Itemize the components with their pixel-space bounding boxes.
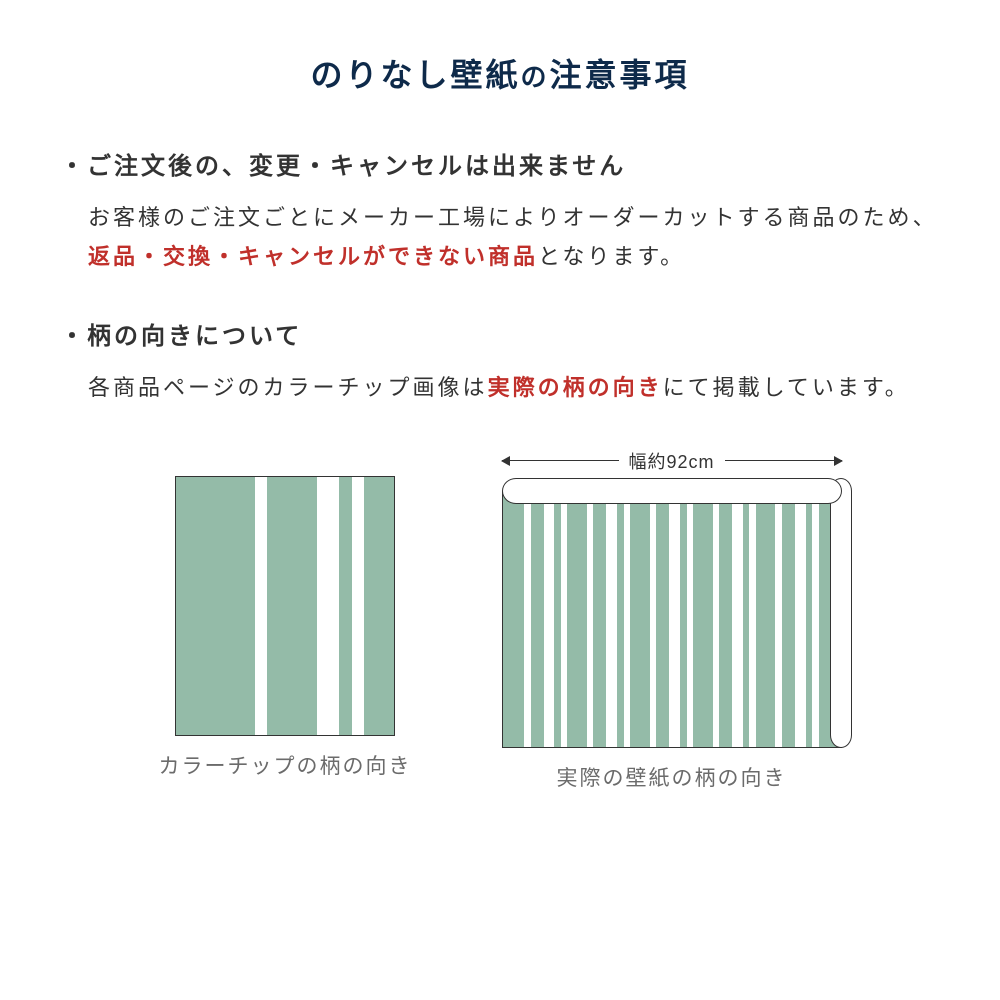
- section2-body-post: にて掲載しています。: [663, 375, 910, 400]
- sample-band: [352, 477, 364, 735]
- arrow-left-icon: [502, 460, 619, 461]
- wallpaper-roll-sample: [502, 478, 842, 748]
- roll-stripe: [756, 491, 776, 747]
- section2-body-highlight: 実際の柄の向き: [488, 375, 663, 400]
- page-title: のりなし壁紙の注意事項: [60, 50, 940, 96]
- diagrams-row: カラーチップの柄の向き 幅約92cm 実際の壁紙の柄の向き: [60, 448, 940, 792]
- roll-stripe: [567, 491, 587, 747]
- sample-band: [267, 477, 317, 735]
- roll-stripe: [669, 491, 680, 747]
- roll-stripe: [719, 491, 732, 747]
- roll-stripe: [544, 491, 555, 747]
- roll-stripe: [606, 491, 617, 747]
- roll-stripe: [503, 491, 525, 747]
- roll-stripe: [693, 491, 713, 747]
- title-pre: のりなし壁紙: [310, 57, 520, 93]
- sample-band: [339, 477, 353, 735]
- arrow-right-icon: [725, 460, 842, 461]
- width-label: 幅約92cm: [629, 448, 715, 474]
- section1-heading: ・ご注文後の、変更・キャンセルは出来ません: [60, 146, 940, 181]
- diagram-right: 幅約92cm 実際の壁紙の柄の向き: [502, 448, 842, 792]
- roll-stripe: [593, 491, 606, 747]
- section1-body-pre: お客様のご注文ごとにメーカー工場によりオーダーカットする商品のため、: [88, 205, 938, 230]
- roll-stripe: [630, 491, 650, 747]
- roll-stripe: [795, 491, 806, 747]
- color-chip-sample: [175, 476, 395, 736]
- right-caption: 実際の壁紙の柄の向き: [557, 762, 787, 792]
- roll-side-icon: [830, 478, 852, 748]
- section1-body: お客様のご注文ごとにメーカー工場によりオーダーカットする商品のため、返品・交換・…: [60, 199, 940, 276]
- roll-stripe: [732, 491, 743, 747]
- title-post: 注意事項: [550, 57, 690, 93]
- section2-body: 各商品ページのカラーチップ画像は実際の柄の向きにて掲載しています。: [60, 369, 940, 408]
- page-container: のりなし壁紙の注意事項 ・ご注文後の、変更・キャンセルは出来ません お客様のご注…: [0, 0, 1000, 832]
- title-small: の: [520, 62, 549, 92]
- left-caption: カラーチップの柄の向き: [159, 750, 412, 780]
- sample-band: [364, 477, 394, 735]
- roll-stripe: [782, 491, 795, 747]
- section2-heading: ・柄の向きについて: [60, 316, 940, 351]
- section2-body-pre: 各商品ページのカラーチップ画像は: [88, 375, 488, 400]
- roll-stripe: [531, 491, 544, 747]
- sample-band: [317, 477, 339, 735]
- sample-band: [176, 477, 255, 735]
- roll-body: [502, 491, 842, 748]
- section1-body-highlight: 返品・交換・キャンセルができない商品: [88, 244, 538, 269]
- width-indicator: 幅約92cm: [502, 448, 842, 474]
- sample-band: [255, 477, 267, 735]
- roll-top-icon: [502, 478, 842, 504]
- section1-body-post: となります。: [538, 244, 685, 269]
- diagram-left: カラーチップの柄の向き: [159, 448, 412, 792]
- roll-stripe: [656, 491, 669, 747]
